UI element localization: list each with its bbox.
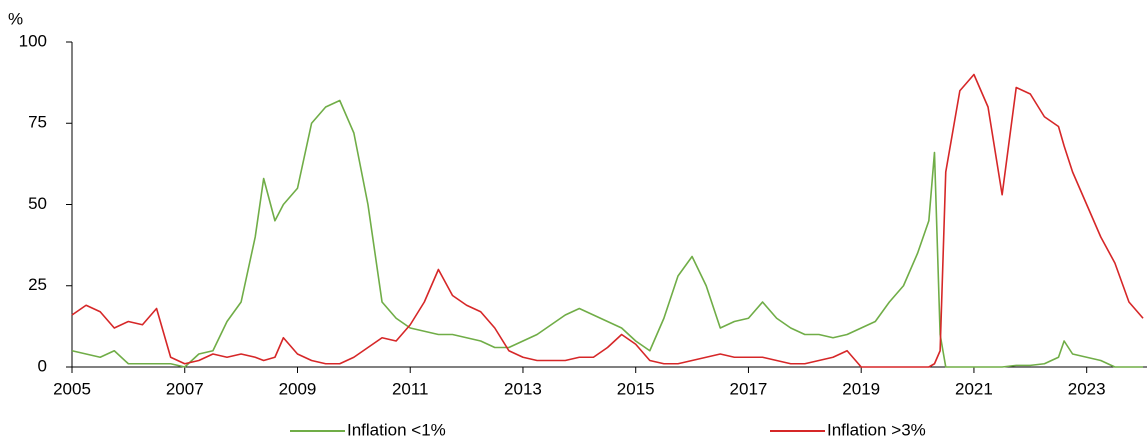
x-tick-label: 2007 [166, 379, 204, 398]
x-tick-label: 2023 [1068, 379, 1106, 398]
y-tick-label: 100 [19, 31, 47, 50]
y-tick-label: 0 [38, 356, 47, 375]
x-tick-label: 2019 [842, 379, 880, 398]
series-line [71, 99, 1144, 368]
x-tick-label: 2011 [392, 379, 429, 398]
y-tick-label: 25 [28, 275, 47, 294]
y-tick-label: 75 [28, 113, 47, 132]
series-line [71, 73, 1144, 368]
x-tick-label: 2021 [955, 379, 993, 398]
x-tick-label: 2009 [279, 379, 317, 398]
x-tick-label: 2013 [504, 379, 542, 398]
y-tick-label: 50 [28, 194, 47, 213]
y-unit: % [8, 9, 23, 28]
legend-label: Inflation >3% [827, 420, 926, 439]
legend-label: Inflation <1% [347, 420, 446, 439]
x-tick-label: 2015 [617, 379, 655, 398]
x-tick-label: 2005 [53, 379, 91, 398]
x-tick-label: 2017 [730, 379, 768, 398]
